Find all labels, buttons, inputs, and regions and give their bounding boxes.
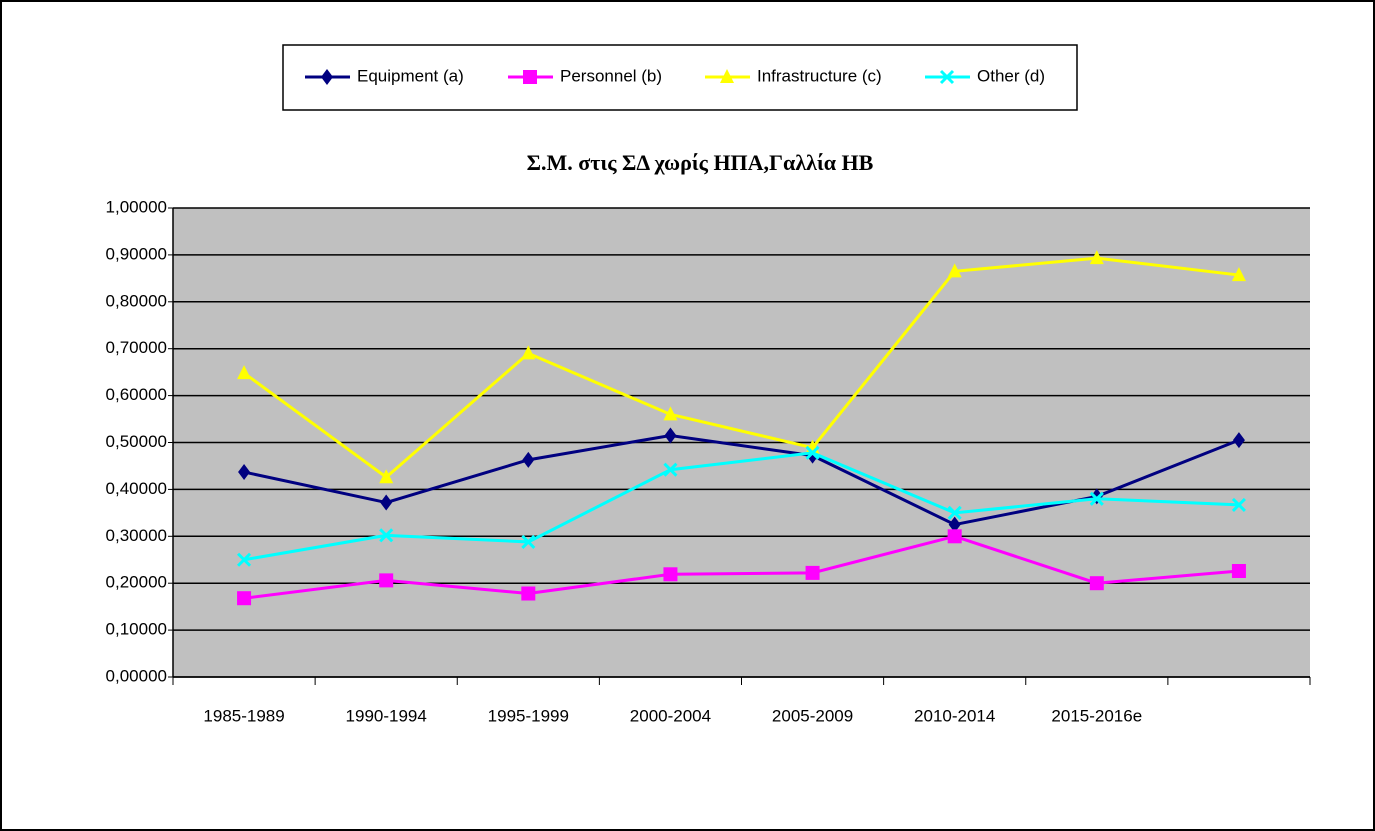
y-tick-label: 0,50000 xyxy=(106,432,167,451)
y-tick-label: 1,00000 xyxy=(106,197,167,216)
marker xyxy=(237,591,252,606)
y-tick-label: 0,30000 xyxy=(106,526,167,545)
marker xyxy=(521,534,536,549)
marker xyxy=(947,505,962,520)
marker xyxy=(238,464,251,481)
marker xyxy=(522,451,535,468)
marker xyxy=(1231,267,1246,282)
y-tick-label: 0,20000 xyxy=(106,573,167,592)
marker xyxy=(663,462,678,477)
marker xyxy=(1232,432,1245,449)
x-tick-label: 2015-2016e xyxy=(1051,706,1142,725)
marker xyxy=(379,469,394,484)
y-tick-label: 0,90000 xyxy=(106,244,167,263)
marker xyxy=(379,573,394,588)
marker xyxy=(947,529,962,544)
y-tick-label: 0,40000 xyxy=(106,479,167,498)
marker xyxy=(1231,497,1247,512)
marker xyxy=(663,406,678,421)
x-tick-label: 1985-1989 xyxy=(203,706,284,725)
marker xyxy=(1089,491,1104,506)
marker xyxy=(237,365,252,380)
legend: Equipment (a) Personnel (b) Infrastructure… xyxy=(282,44,1078,111)
y-tick-label: 0,00000 xyxy=(106,666,167,685)
marker xyxy=(521,345,536,360)
marker xyxy=(663,567,678,582)
marker xyxy=(237,552,252,567)
legend-label: Other (d) xyxy=(977,66,1045,85)
y-tick-label: 0,80000 xyxy=(106,291,167,310)
marker xyxy=(664,427,677,444)
y-tick-label: 0,10000 xyxy=(106,620,167,639)
series-line xyxy=(243,256,1240,480)
marker xyxy=(805,445,820,460)
marker xyxy=(379,528,394,543)
x-tick-label: 2000-2004 xyxy=(630,706,711,725)
marker xyxy=(720,69,734,83)
series-line xyxy=(243,451,1240,562)
x-tick-label: 2005-2009 xyxy=(772,706,853,725)
marker xyxy=(380,494,393,511)
marker xyxy=(321,69,333,85)
marker xyxy=(939,69,955,85)
marker xyxy=(1089,250,1104,265)
legend-label: Infrastructure (c) xyxy=(757,66,882,85)
marker xyxy=(523,70,537,84)
x-tick-label: 2010-2014 xyxy=(914,706,995,725)
y-tick-label: 0,70000 xyxy=(106,338,167,357)
marker xyxy=(948,516,961,533)
series-line xyxy=(243,534,1240,600)
x-tick-label: 1995-1999 xyxy=(488,706,569,725)
legend-label: Equipment (a) xyxy=(357,66,464,85)
marker xyxy=(805,565,820,580)
chart-title: Σ.Μ. στις ΣΔ χωρίς ΗΠΑ,Γαλλία ΗΒ xyxy=(527,150,874,175)
marker xyxy=(1231,564,1246,579)
y-tick-label: 0,60000 xyxy=(106,385,167,404)
marker xyxy=(1089,576,1104,591)
marker xyxy=(521,586,536,601)
legend-label: Personnel (b) xyxy=(560,66,662,85)
marker xyxy=(947,263,962,278)
x-tick-label: 1990-1994 xyxy=(346,706,427,725)
